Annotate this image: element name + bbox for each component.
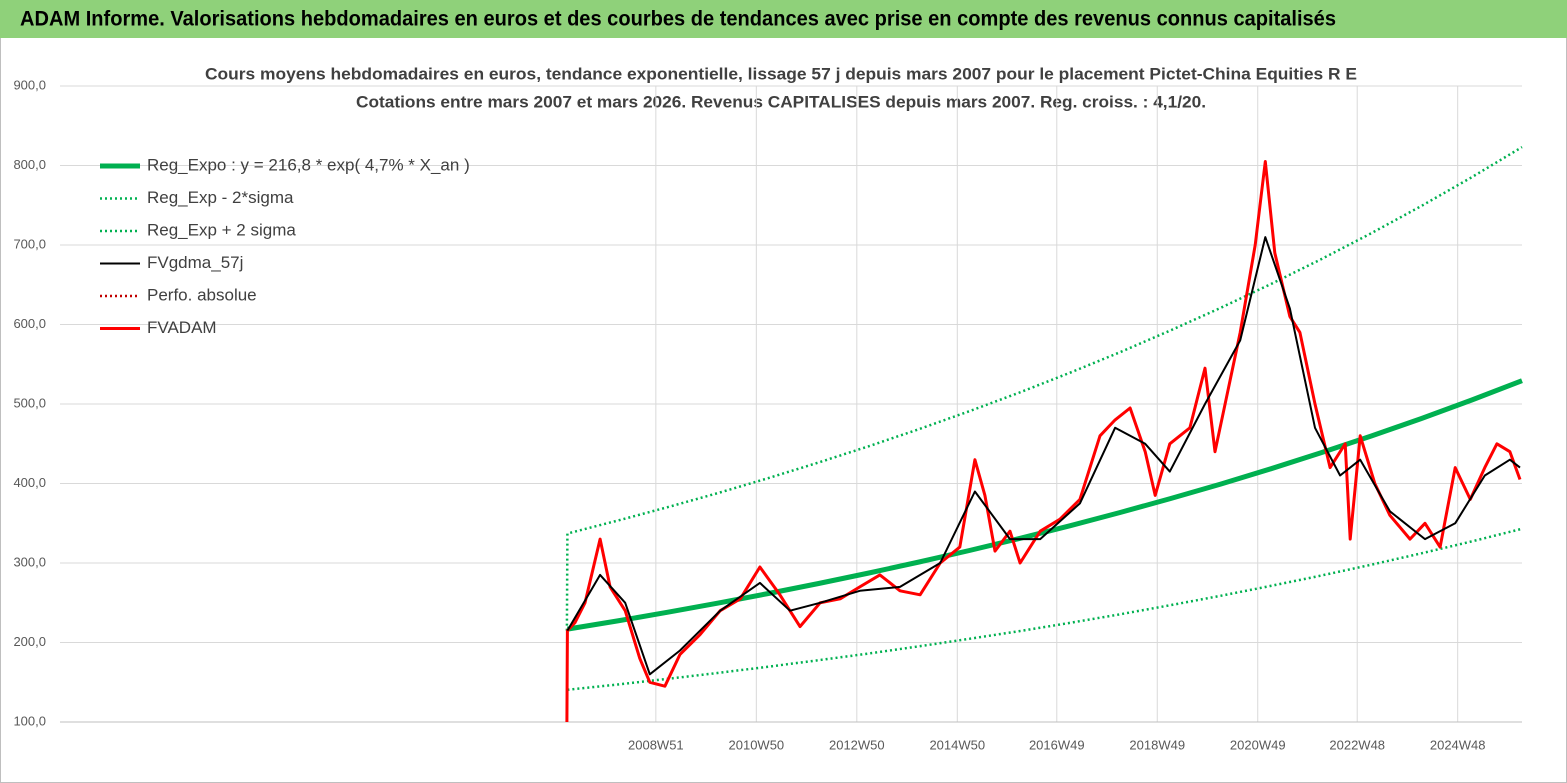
legend-label: Reg_Expo : y = 216,8 * exp( 4,7% * X_an … bbox=[147, 155, 470, 174]
header-title: ADAM Informe. Valorisations hebdomadaire… bbox=[20, 8, 1336, 31]
y-tick-label: 800,0 bbox=[13, 157, 46, 172]
y-tick-label: 500,0 bbox=[13, 395, 46, 410]
chart-subtitle: Cotations entre mars 2007 et mars 2026. … bbox=[356, 92, 1206, 111]
x-tick-label: 2022W48 bbox=[1329, 737, 1385, 752]
legend-label: Perfo. absolue bbox=[147, 285, 257, 304]
legend-label: Reg_Exp + 2 sigma bbox=[147, 220, 296, 239]
y-tick-label: 300,0 bbox=[13, 554, 46, 569]
x-tick-label: 2018W49 bbox=[1129, 737, 1185, 752]
series-line bbox=[566, 236, 1521, 676]
x-tick-label: 2024W48 bbox=[1430, 737, 1486, 752]
x-tick-label: 2010W50 bbox=[729, 737, 785, 752]
header-bar bbox=[0, 0, 1567, 38]
legend-label: FVADAM bbox=[147, 318, 217, 337]
y-tick-label: 600,0 bbox=[13, 316, 46, 331]
y-tick-label: 900,0 bbox=[13, 77, 46, 92]
y-tick-label: 700,0 bbox=[13, 236, 46, 251]
x-tick-label: 2012W50 bbox=[829, 737, 885, 752]
y-tick-label: 400,0 bbox=[13, 475, 46, 490]
series-line bbox=[565, 160, 1522, 723]
x-tick-label: 2008W51 bbox=[628, 737, 684, 752]
y-tick-label: 200,0 bbox=[13, 634, 46, 649]
x-tick-label: 2014W50 bbox=[929, 737, 985, 752]
y-tick-label: 100,0 bbox=[13, 713, 46, 728]
series-line bbox=[565, 146, 1523, 631]
x-tick-label: 2020W49 bbox=[1230, 737, 1286, 752]
legend-label: FVgdma_57j bbox=[147, 253, 243, 272]
series-line bbox=[567, 527, 1523, 692]
series-line bbox=[566, 378, 1523, 632]
legend-label: Reg_Exp - 2*sigma bbox=[147, 188, 294, 207]
x-tick-label: 2016W49 bbox=[1029, 737, 1085, 752]
chart-title: Cours moyens hebdomadaires en euros, ten… bbox=[205, 64, 1357, 83]
